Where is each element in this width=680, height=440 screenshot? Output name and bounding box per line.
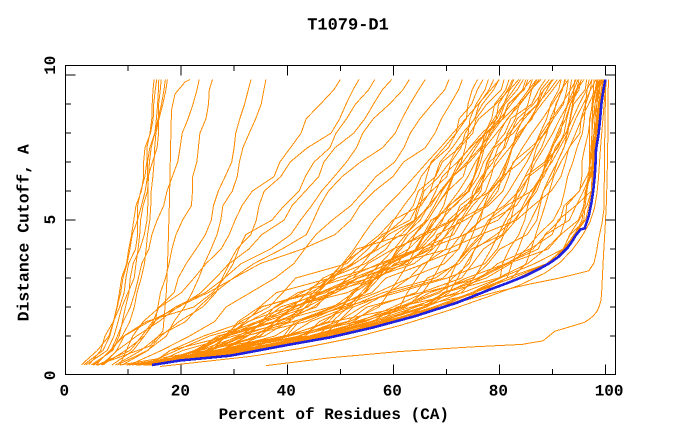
svg-text:40: 40 <box>277 382 296 400</box>
svg-text:80: 80 <box>489 382 508 400</box>
svg-text:Percent of Residues (CA): Percent of Residues (CA) <box>219 406 449 424</box>
svg-text:5: 5 <box>42 215 60 225</box>
svg-text:20: 20 <box>171 382 190 400</box>
svg-text:Distance Cutoff, A: Distance Cutoff, A <box>15 144 34 321</box>
svg-text:0: 0 <box>42 370 60 380</box>
svg-text:100: 100 <box>595 382 624 400</box>
svg-text:T1079-D1: T1079-D1 <box>307 17 389 36</box>
svg-text:0: 0 <box>59 382 69 400</box>
svg-text:60: 60 <box>383 382 402 400</box>
svg-text:10: 10 <box>42 56 60 75</box>
